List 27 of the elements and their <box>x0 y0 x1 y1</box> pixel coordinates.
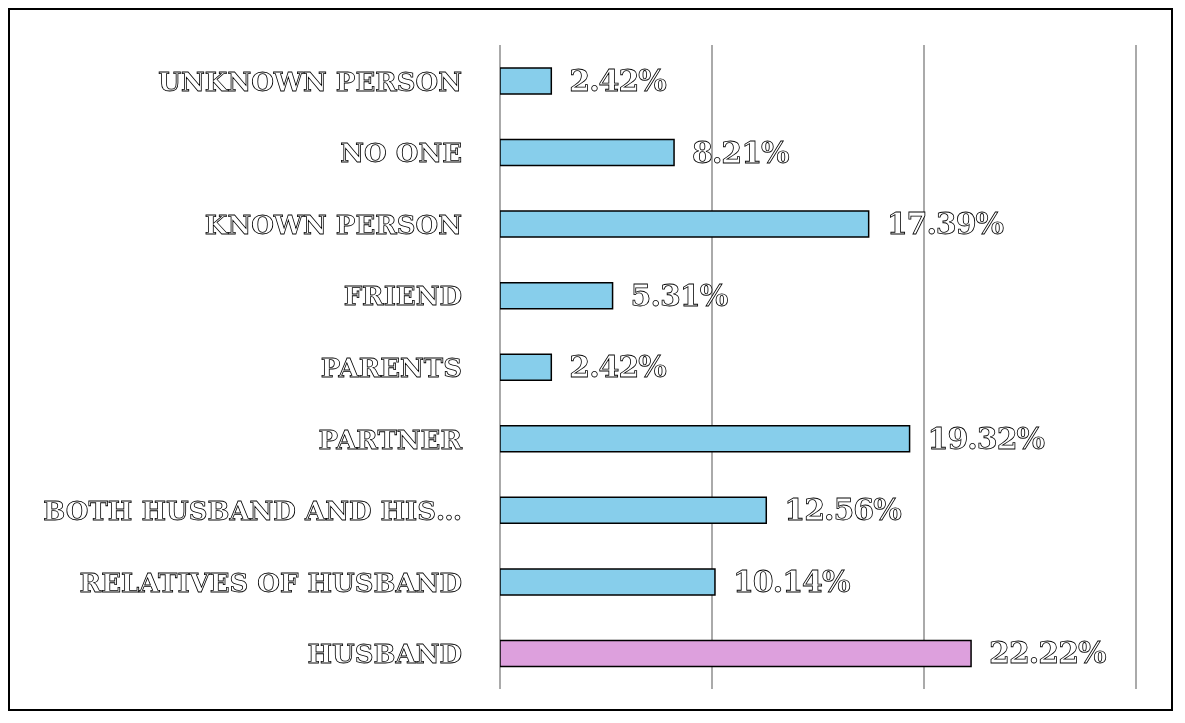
data-label: 12.56% <box>784 492 902 528</box>
data-label: 22.22% <box>989 635 1106 671</box>
y-tick-label: PARTNER <box>318 424 463 455</box>
data-label: 10.14% <box>732 563 850 599</box>
bar <box>500 281 614 310</box>
data-label: 2.42% <box>569 63 667 98</box>
bar <box>500 425 911 453</box>
data-label: 2.42% <box>569 349 667 385</box>
bar <box>500 496 768 525</box>
y-tick-label: UNKNOWN PERSON <box>158 66 462 97</box>
bar <box>500 568 716 596</box>
bar <box>500 138 675 167</box>
data-label: 17.39% <box>886 206 1004 242</box>
bar <box>500 639 972 668</box>
data-label: 8.21% <box>692 134 790 170</box>
bar <box>500 67 553 95</box>
data-label: 19.32% <box>927 420 1045 456</box>
y-tick-label: KNOWN PERSON <box>204 209 462 240</box>
y-tick-label: BOTH HUSBAND AND HIS… <box>43 496 462 527</box>
y-tick-label: FRIEND <box>343 281 462 312</box>
bar <box>500 353 553 381</box>
bar <box>500 210 870 238</box>
y-tick-label: NO ONE <box>340 138 462 169</box>
y-tick-label: HUSBAND <box>307 639 462 670</box>
y-tick-label: RELATIVES OF HUSBAND <box>79 567 462 598</box>
data-label: 5.31% <box>630 277 728 313</box>
y-tick-label: PARENTS <box>320 353 462 383</box>
